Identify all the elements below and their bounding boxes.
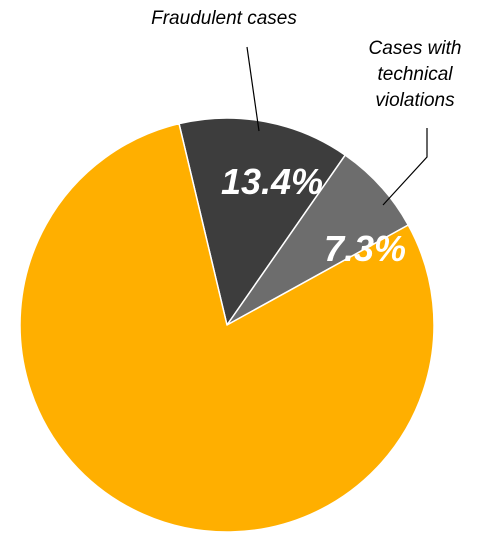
slice-label-technical-line-1: Cases with	[369, 38, 462, 59]
slice-label-technical: Cases with technical violations	[369, 38, 462, 111]
leader-line-technical	[382, 128, 428, 206]
pie-slice-other	[19, 122, 435, 533]
slice-label-technical-line-2: technical	[378, 64, 454, 85]
value-label-fraudulent: 13.4%	[221, 161, 323, 202]
value-label-technical: 7.3%	[324, 228, 406, 269]
pie-slices	[19, 117, 435, 533]
slice-label-fraudulent: Fraudulent cases	[151, 8, 297, 29]
pie-slice-fraudulent	[178, 117, 347, 326]
leader-line-fraudulent	[246, 46, 260, 132]
slice-label-technical-line-3: violations	[375, 90, 455, 111]
